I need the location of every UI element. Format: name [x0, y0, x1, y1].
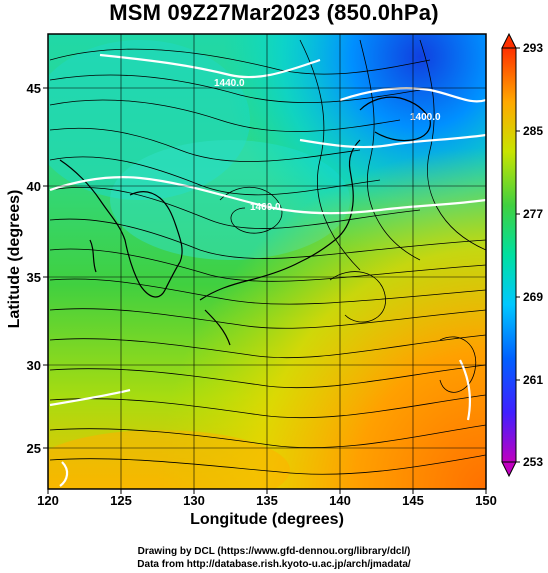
colorbar-tick-label: 293	[523, 41, 543, 55]
x-tick-label: 145	[402, 493, 424, 508]
colorbar-tick-label: 261	[523, 373, 543, 387]
colorbar-tick-label: 269	[523, 290, 543, 304]
y-tick-label: 25	[27, 441, 41, 456]
x-axis-label: Longitude (degrees)	[190, 511, 344, 528]
colorbar: 293 285 277 269 261 253	[501, 32, 543, 478]
colorbar-tick-label: 285	[523, 124, 543, 138]
footer-credit-dcl: Drawing by DCL (https://www.gfd-dennou.o…	[137, 546, 411, 557]
colorbar-tick-label: 253	[523, 455, 543, 469]
y-tick-label: 35	[27, 270, 41, 285]
x-tick-label: 130	[183, 493, 205, 508]
colorbar-tick-label: 277	[523, 207, 543, 221]
x-tick-label: 140	[329, 493, 351, 508]
contour-label: 1400.0	[410, 112, 441, 123]
grid-lines	[48, 34, 486, 489]
contour-label: 1440.0	[214, 78, 245, 89]
y-tick-label: 45	[27, 81, 41, 96]
coastlines	[59, 96, 431, 346]
x-tick-label: 125	[110, 493, 132, 508]
x-tick-label: 135	[256, 493, 278, 508]
colorbar-max-arrow	[501, 32, 517, 49]
x-tick-label: 150	[475, 493, 497, 508]
temperature-field: 1440.0 1460.0 1400.0	[48, 34, 486, 489]
colorbar-min-arrow	[501, 461, 517, 478]
y-axis-label: Latitude (degrees)	[6, 189, 23, 329]
contour-label: 1460.0	[250, 202, 281, 213]
y-tick-label: 30	[27, 358, 41, 373]
footer-credit-data: Data from http://database.rish.kyoto-u.a…	[137, 559, 411, 570]
height-contours	[49, 53, 486, 487]
streamlines	[49, 39, 486, 475]
map-title: MSM 09Z27Mar2023 (850.0hPa)	[109, 0, 439, 25]
y-tick-label: 40	[27, 179, 41, 194]
axis-ticks	[43, 87, 487, 494]
x-tick-label: 120	[37, 493, 59, 508]
